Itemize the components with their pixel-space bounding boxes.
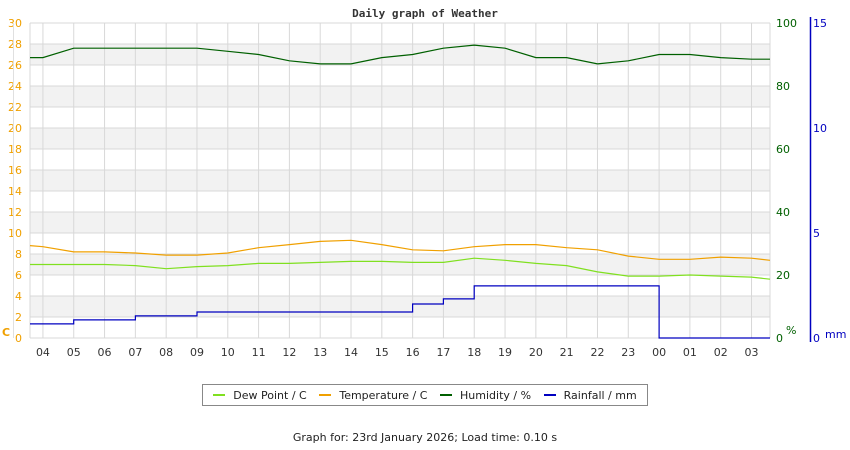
weather-chart: Daily graph of Weather 02468101214161820… — [2, 7, 846, 359]
x-tick-label: 08 — [159, 346, 173, 359]
humidity-tick-label: 80 — [776, 80, 790, 93]
x-tick-label: 06 — [98, 346, 112, 359]
x-tick-label: 13 — [313, 346, 327, 359]
left-tick-label: 10 — [8, 227, 22, 240]
grid-lines — [29, 22, 771, 339]
left-tick-label: 4 — [15, 290, 22, 303]
left-tick-label: 14 — [8, 185, 22, 198]
humidity-tick-label: 20 — [776, 269, 790, 282]
legend-item-humidity: Humidity / % — [440, 389, 531, 402]
grid-band — [30, 212, 770, 233]
grid-band — [30, 44, 770, 65]
x-tick-label: 04 — [36, 346, 50, 359]
x-tick-label: 03 — [745, 346, 759, 359]
x-tick-label: 21 — [560, 346, 574, 359]
x-tick-label: 20 — [529, 346, 543, 359]
left-tick-label: 26 — [8, 59, 22, 72]
chart-title: Daily graph of Weather — [352, 7, 498, 20]
data-series — [29, 44, 771, 339]
temperature-swatch-icon — [319, 394, 332, 396]
left-tick-label: 30 — [8, 17, 22, 30]
legend-label: Temperature / C — [339, 388, 428, 402]
series-rainfall-line — [30, 285, 770, 339]
legend-item-rainfall: Rainfall / mm — [543, 388, 637, 402]
humidity-tick-label: 0 — [776, 332, 783, 345]
series-temperature-line — [29, 239, 771, 261]
rainfall-swatch-icon — [543, 394, 556, 396]
x-tick-label: 12 — [282, 346, 296, 359]
rainfall-tick-label: 10 — [813, 122, 827, 135]
x-tick-label: 23 — [621, 346, 635, 359]
left-tick-label: 6 — [15, 269, 22, 282]
left-tick-label: 2 — [15, 311, 22, 324]
grid-band — [30, 128, 770, 149]
left-tick-label: 12 — [8, 206, 22, 219]
humidity-axis-unit: % — [786, 324, 796, 337]
left-tick-label: 20 — [8, 122, 22, 135]
left-tick-label: 8 — [15, 248, 22, 261]
left-tick-label: 16 — [8, 164, 22, 177]
rainfall-tick-label: 15 — [813, 17, 827, 30]
series-humidity-line — [30, 44, 770, 65]
x-tick-label: 05 — [67, 346, 81, 359]
legend-label: Dew Point / C — [233, 388, 307, 402]
left-tick-label: 18 — [8, 143, 22, 156]
grid-band — [30, 170, 770, 191]
left-tick-label: 24 — [8, 80, 22, 93]
x-tick-label: 01 — [683, 346, 697, 359]
x-tick-label: 14 — [344, 346, 358, 359]
x-tick-label: 19 — [498, 346, 512, 359]
x-tick-label: 10 — [221, 346, 235, 359]
left-tick-label: 0 — [15, 332, 22, 345]
x-tick-label: 16 — [406, 346, 420, 359]
rainfall-axis-unit: mm — [825, 328, 846, 341]
x-tick-label: 22 — [590, 346, 604, 359]
chart-legend: Dew Point / C Temperature / C Humidity /… — [202, 384, 648, 406]
x-tick-label: 02 — [714, 346, 728, 359]
legend-label: Rainfall / mm — [563, 388, 637, 402]
legend-item-dew-point: Dew Point / C — [213, 388, 307, 402]
rainfall-tick-label: 0 — [813, 332, 820, 345]
footer-status: Graph for: 23rd January 2026; Load time:… — [292, 431, 558, 444]
rainfall-tick-label: 5 — [813, 227, 820, 240]
legend-label: Humidity / % — [460, 388, 532, 402]
x-tick-label: 00 — [652, 346, 666, 359]
humidity-tick-label: 40 — [776, 206, 790, 219]
dew-point-swatch-icon — [213, 394, 226, 396]
x-tick-label: 11 — [252, 346, 266, 359]
x-tick-label: 09 — [190, 346, 204, 359]
left-tick-label: 22 — [8, 101, 22, 114]
x-tick-label: 07 — [128, 346, 142, 359]
humidity-tick-label: 60 — [776, 143, 790, 156]
humidity-tick-label: 100 — [776, 17, 797, 30]
x-tick-label: 17 — [436, 346, 450, 359]
grid-band — [30, 86, 770, 107]
series-dew-line — [30, 257, 771, 280]
x-tick-label: 18 — [467, 346, 481, 359]
legend-item-temperature: Temperature / C — [319, 389, 427, 402]
humidity-swatch-icon — [440, 394, 453, 396]
left-axis-unit: C — [2, 326, 10, 339]
left-tick-label: 28 — [8, 38, 22, 51]
x-tick-label: 15 — [375, 346, 389, 359]
